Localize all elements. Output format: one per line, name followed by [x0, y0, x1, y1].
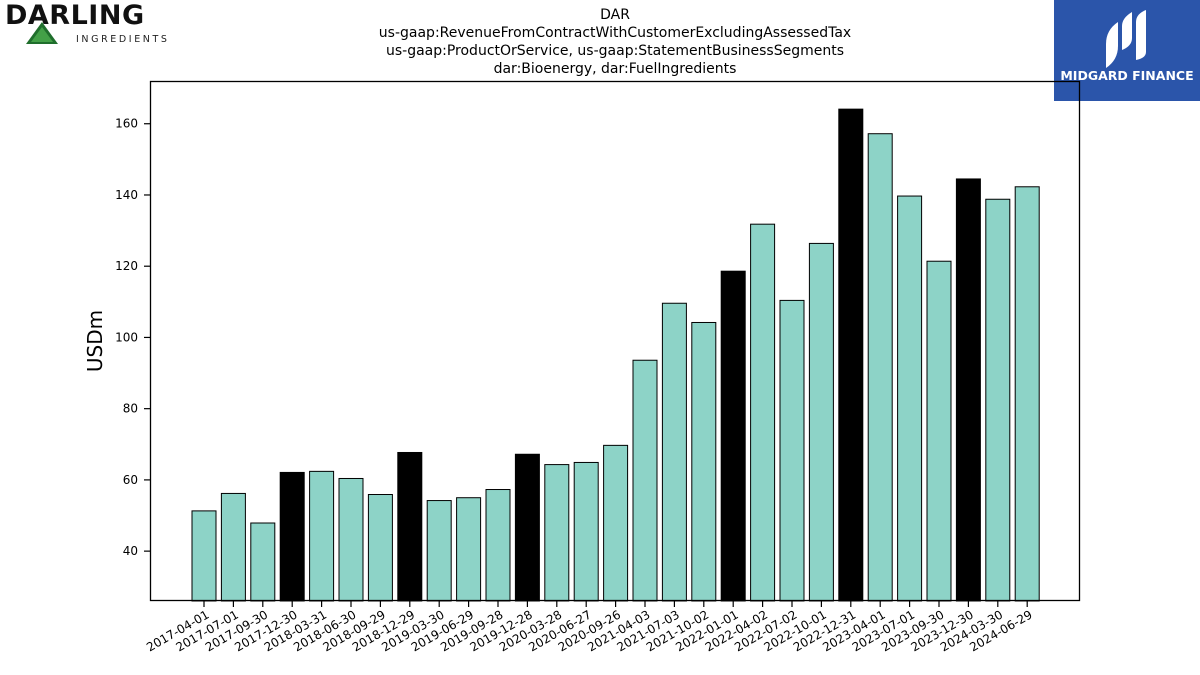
- bar-2023-09-30: [926, 260, 952, 602]
- bar-2019-03-30: [426, 500, 452, 602]
- bar-2019-06-29: [456, 497, 482, 602]
- y-axis-label: USDm: [83, 310, 107, 372]
- y-axis-ticks: 40 60 80 100 120 140 160: [115, 117, 150, 558]
- bar-2018-03-31: [309, 470, 335, 602]
- bar-2018-06-30: [338, 477, 364, 602]
- y-tick-label: 120: [115, 259, 138, 273]
- y-tick-label: 60: [123, 473, 138, 487]
- bar-2023-04-01: [867, 133, 893, 602]
- bar-2019-12-28: [514, 453, 540, 602]
- bar-2022-01-01: [720, 270, 746, 602]
- bar-2017-09-30: [250, 522, 276, 602]
- bar-2021-10-02: [691, 321, 717, 602]
- bar-2020-06-27: [573, 461, 599, 602]
- title-line-members: dar:Bioenergy, dar:FuelIngredients: [493, 61, 737, 77]
- bar-2017-07-01: [220, 492, 246, 602]
- title-line-axes: us-gaap:ProductOrService, us-gaap:Statem…: [385, 43, 844, 59]
- bar-2017-04-01: [191, 510, 217, 602]
- title-line-concept: us-gaap:RevenueFromContractWithCustomerE…: [378, 25, 852, 41]
- bar-2022-12-31: [838, 108, 864, 602]
- chart-title: DAR us-gaap:RevenueFromContractWithCusto…: [300, 6, 930, 78]
- brand-logo: MIDGARD FINANCE: [1054, 0, 1200, 101]
- bar-2020-09-26: [603, 444, 629, 602]
- x-axis-ticks: 2017-04-012017-07-012017-09-302017-12-30…: [144, 601, 1035, 654]
- brand-emblem-icon: [1106, 10, 1146, 68]
- bar-2023-07-01: [897, 195, 923, 602]
- bar-2020-03-28: [544, 464, 570, 602]
- y-tick-label: 100: [115, 330, 138, 344]
- logo-subtitle: INGREDIENTS: [76, 34, 170, 45]
- bar-series: [191, 108, 1040, 602]
- y-tick-label: 80: [123, 402, 138, 416]
- y-tick-label: 40: [123, 544, 138, 558]
- bar-2021-07-03: [661, 302, 687, 602]
- bar-2021-04-03: [632, 359, 658, 602]
- y-tick-label: 140: [115, 188, 138, 202]
- company-logo: DARLING INGREDIENTS: [4, 0, 174, 48]
- y-tick-label: 160: [115, 117, 138, 131]
- bar-2018-09-29: [367, 494, 393, 602]
- bar-2024-03-30: [985, 198, 1011, 602]
- title-line-ticker: DAR: [600, 7, 630, 23]
- bar-2023-12-30: [955, 178, 981, 602]
- brand-name: MIDGARD FINANCE: [1060, 68, 1194, 83]
- bar-2024-06-29: [1014, 186, 1040, 602]
- bar-2018-12-29: [397, 451, 423, 602]
- bar-2022-07-02: [779, 299, 805, 602]
- bar-2022-10-01: [808, 242, 834, 602]
- bar-2019-09-28: [485, 489, 511, 602]
- plot-frame: [149, 80, 1081, 602]
- logo-wordmark: DARLING: [5, 0, 145, 31]
- logo-triangle-icon: [26, 22, 58, 44]
- bar-2022-04-02: [750, 223, 776, 602]
- bar-2017-12-30: [279, 471, 305, 602]
